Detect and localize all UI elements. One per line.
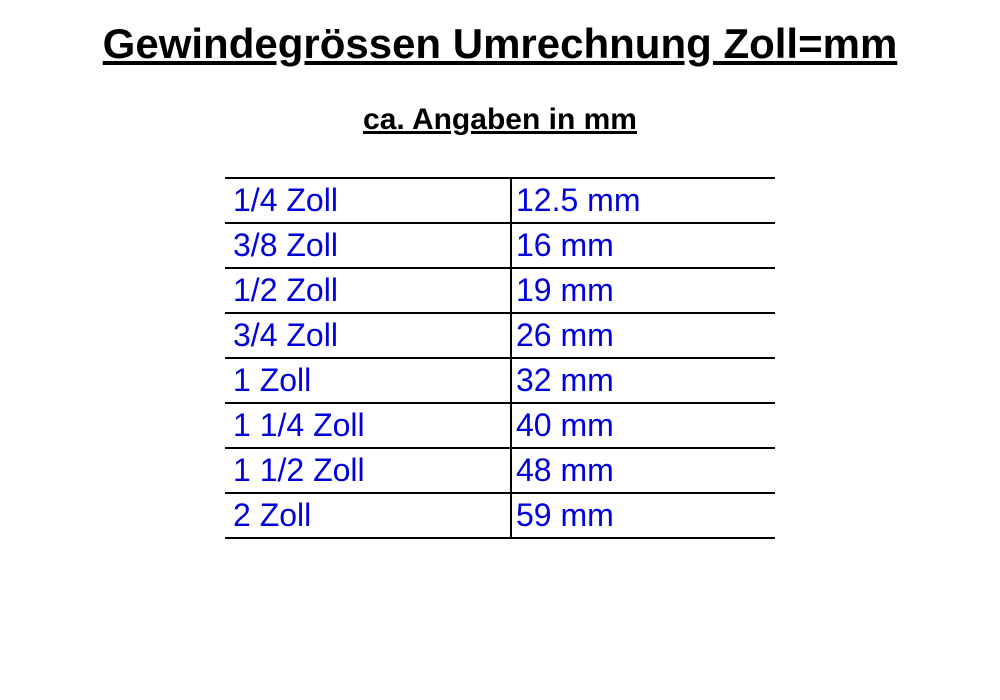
- cell-mm: 19 mm: [511, 268, 775, 313]
- table-row: 1 1/4 Zoll 40 mm: [225, 403, 775, 448]
- cell-mm: 32 mm: [511, 358, 775, 403]
- cell-mm: 48 mm: [511, 448, 775, 493]
- table-row: 1/2 Zoll 19 mm: [225, 268, 775, 313]
- table-row: 2 Zoll 59 mm: [225, 493, 775, 538]
- page-title: Gewindegrössen Umrechnung Zoll=mm: [0, 20, 1000, 68]
- table-row: 1 Zoll 32 mm: [225, 358, 775, 403]
- cell-zoll: 1/4 Zoll: [225, 178, 511, 223]
- cell-zoll: 3/8 Zoll: [225, 223, 511, 268]
- cell-zoll: 1 Zoll: [225, 358, 511, 403]
- cell-mm: 12.5 mm: [511, 178, 775, 223]
- table-row: 3/4 Zoll 26 mm: [225, 313, 775, 358]
- table-row: 1/4 Zoll 12.5 mm: [225, 178, 775, 223]
- cell-zoll: 1/2 Zoll: [225, 268, 511, 313]
- cell-zoll: 3/4 Zoll: [225, 313, 511, 358]
- table-row: 3/8 Zoll 16 mm: [225, 223, 775, 268]
- cell-zoll: 1 1/4 Zoll: [225, 403, 511, 448]
- cell-zoll: 2 Zoll: [225, 493, 511, 538]
- table-row: 1 1/2 Zoll 48 mm: [225, 448, 775, 493]
- cell-mm: 16 mm: [511, 223, 775, 268]
- cell-mm: 59 mm: [511, 493, 775, 538]
- conversion-table-container: 1/4 Zoll 12.5 mm 3/8 Zoll 16 mm 1/2 Zoll…: [0, 177, 1000, 539]
- cell-zoll: 1 1/2 Zoll: [225, 448, 511, 493]
- cell-mm: 26 mm: [511, 313, 775, 358]
- conversion-table: 1/4 Zoll 12.5 mm 3/8 Zoll 16 mm 1/2 Zoll…: [225, 177, 775, 539]
- cell-mm: 40 mm: [511, 403, 775, 448]
- page-subtitle: ca. Angaben in mm: [0, 103, 1000, 137]
